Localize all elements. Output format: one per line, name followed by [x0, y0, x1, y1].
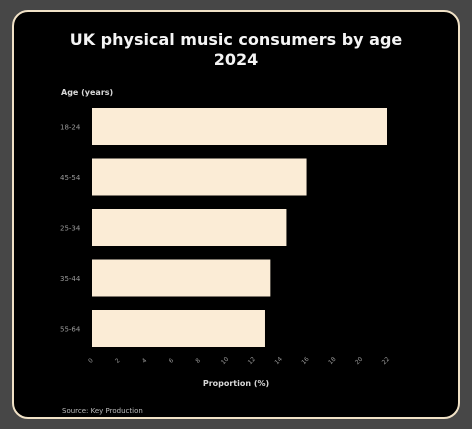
y-tick-label: 18-24 [60, 124, 81, 132]
x-tick-label: 18 [327, 356, 337, 366]
x-tick-label: 6 [168, 357, 176, 365]
source-note: Source: Key Production [62, 407, 143, 415]
bar-55-64 [92, 310, 265, 347]
chart-card: UK physical music consumers by age 2024 … [12, 10, 460, 419]
y-tick-label: 45-54 [60, 174, 81, 182]
bar-45-54 [92, 158, 307, 196]
x-tick-label: 20 [354, 356, 364, 366]
y-tick-label: 55-64 [60, 326, 81, 334]
bar-chart: 18-24 45-54 25-34 35-44 55-64 0 2 4 6 8 10 12 14 16 18… [60, 108, 391, 366]
x-tick-label: 22 [381, 356, 391, 366]
chart-subtitle: 2024 [213, 50, 259, 69]
x-tick-label: 14 [273, 356, 283, 366]
x-tick-label: 0 [87, 357, 95, 365]
x-tick-label: 2 [114, 357, 122, 365]
y-tick-label: 35-44 [60, 275, 81, 283]
y-axis-label: Age (years) [61, 88, 114, 97]
x-axis-label: Proportion (%) [202, 379, 270, 388]
chart-title: UK physical music consumers by age [69, 30, 403, 49]
bar-35-44 [92, 259, 271, 297]
chart-title-block: UK physical music consumers by age 2024 [14, 30, 458, 70]
bar-18-24 [92, 108, 387, 145]
x-tick-label: 12 [247, 356, 257, 366]
x-tick-label: 4 [141, 357, 149, 365]
x-tick-label: 10 [220, 356, 230, 366]
x-tick-label: 8 [194, 357, 202, 365]
y-tick-label: 25-34 [60, 225, 81, 233]
bar-25-34 [92, 209, 287, 246]
x-tick-label: 16 [300, 356, 310, 366]
